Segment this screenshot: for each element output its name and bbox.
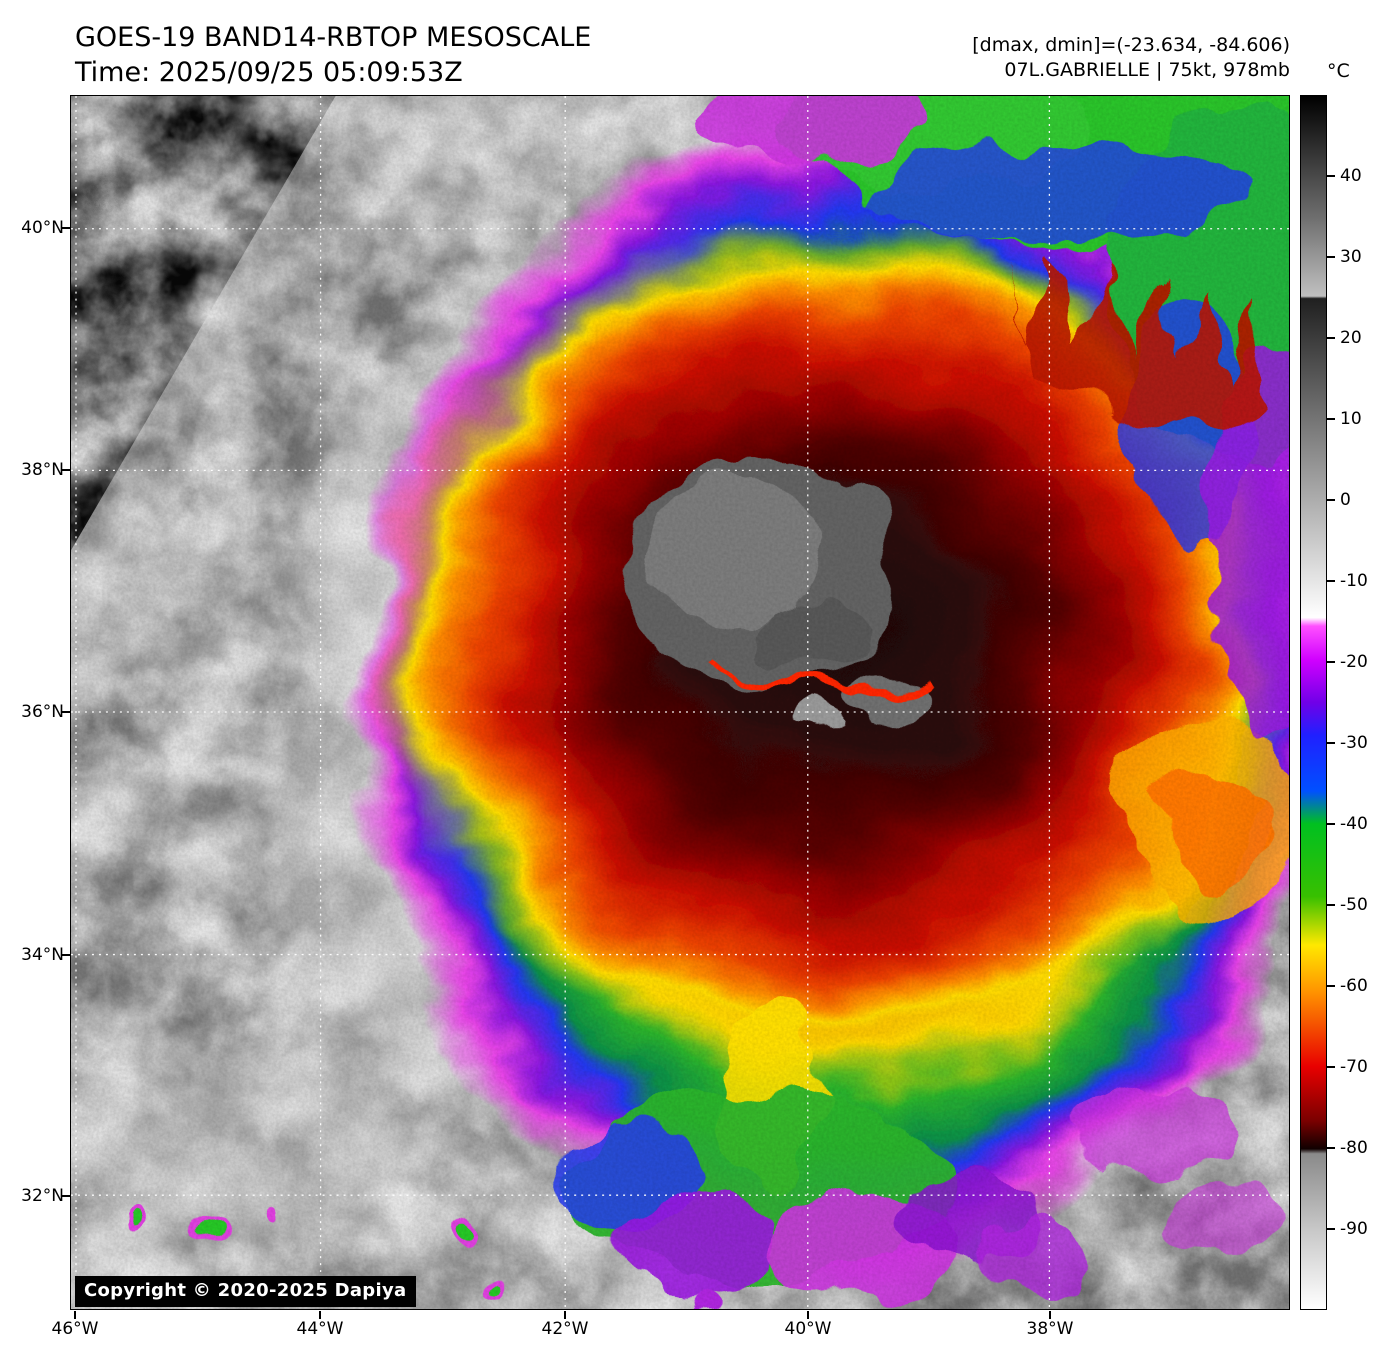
colorbar-tick-mark bbox=[1327, 1147, 1335, 1149]
colorbar-tick-label: -30 bbox=[1340, 733, 1368, 753]
colorbar-tick-mark bbox=[1327, 337, 1335, 339]
lon-tick-label: 38°W bbox=[1026, 1319, 1074, 1339]
lon-tick-mark bbox=[319, 1311, 321, 1319]
lon-tick-mark bbox=[807, 1311, 809, 1319]
copyright-badge: Copyright © 2020-2025 Dapiya bbox=[75, 1276, 417, 1307]
colorbar-tick-label: -50 bbox=[1340, 895, 1368, 915]
lon-tick-mark bbox=[1049, 1311, 1051, 1319]
lat-tick-label: 32°N bbox=[21, 1186, 64, 1206]
dmax-dmin-annotation: [dmax, dmin]=(-23.634, -84.606) bbox=[972, 34, 1290, 56]
colorbar-tick-mark bbox=[1327, 1066, 1335, 1068]
lat-tick-mark bbox=[62, 711, 70, 713]
colorbar-tick-label: -40 bbox=[1340, 814, 1368, 834]
lon-tick-label: 42°W bbox=[541, 1319, 589, 1339]
lat-tick-mark bbox=[62, 954, 70, 956]
colorbar-tick-mark bbox=[1327, 499, 1335, 501]
figure-title: GOES-19 BAND14-RBTOP MESOSCALE bbox=[75, 22, 592, 53]
lat-tick-mark bbox=[62, 1195, 70, 1197]
storm-info-annotation: 07L.GABRIELLE | 75kt, 978mb bbox=[1004, 59, 1290, 81]
satellite-image bbox=[71, 96, 1289, 1309]
lat-tick-label: 38°N bbox=[21, 460, 64, 480]
colorbar-tick-label: 30 bbox=[1340, 247, 1362, 267]
colorbar-tick-label: 10 bbox=[1340, 409, 1362, 429]
colorbar-tick-mark bbox=[1327, 418, 1335, 420]
lat-tick-label: 34°N bbox=[21, 945, 64, 965]
lon-tick-label: 44°W bbox=[296, 1319, 344, 1339]
lon-tick-mark bbox=[564, 1311, 566, 1319]
lon-tick-label: 40°W bbox=[784, 1319, 832, 1339]
colorbar-tick-label: -60 bbox=[1340, 976, 1368, 996]
colorbar-tick-mark bbox=[1327, 904, 1335, 906]
colorbar-tick-mark bbox=[1327, 742, 1335, 744]
satellite-map-plot: Copyright © 2020-2025 Dapiya bbox=[70, 95, 1290, 1310]
colorbar-unit-label: °C bbox=[1327, 60, 1350, 82]
grain-overlay bbox=[71, 96, 1289, 1309]
colorbar-tick-mark bbox=[1327, 661, 1335, 663]
colorbar-tick-label: -10 bbox=[1340, 571, 1368, 591]
graticule-grid bbox=[71, 96, 1289, 1309]
colorbar-tick-mark bbox=[1327, 1228, 1335, 1230]
colorbar-tick-mark bbox=[1327, 823, 1335, 825]
colorbar-tick-label: -80 bbox=[1340, 1138, 1368, 1158]
header-annotations: [dmax, dmin]=(-23.634, -84.606) 07L.GABR… bbox=[972, 33, 1290, 83]
lat-tick-label: 40°N bbox=[21, 218, 64, 238]
colorbar-tick-label: -20 bbox=[1340, 652, 1368, 672]
colorbar-tick-label: 0 bbox=[1340, 490, 1351, 510]
lon-tick-label: 46°W bbox=[51, 1319, 99, 1339]
colorbar-tick-label: 40 bbox=[1340, 166, 1362, 186]
lon-tick-mark bbox=[74, 1311, 76, 1319]
colorbar-tick-label: -90 bbox=[1340, 1219, 1368, 1239]
colorbar-tick-mark bbox=[1327, 580, 1335, 582]
lat-tick-mark bbox=[62, 227, 70, 229]
colorbar-tick-mark bbox=[1327, 175, 1335, 177]
colorbar-tick-mark bbox=[1327, 985, 1335, 987]
figure-timestamp: Time: 2025/09/25 05:09:53Z bbox=[75, 57, 463, 88]
colorbar bbox=[1300, 95, 1327, 1310]
colorbar-tick-label: 20 bbox=[1340, 328, 1362, 348]
lat-tick-label: 36°N bbox=[21, 702, 64, 722]
colorbar-tick-mark bbox=[1327, 256, 1335, 258]
lat-tick-mark bbox=[62, 469, 70, 471]
colorbar-tick-label: -70 bbox=[1340, 1057, 1368, 1077]
